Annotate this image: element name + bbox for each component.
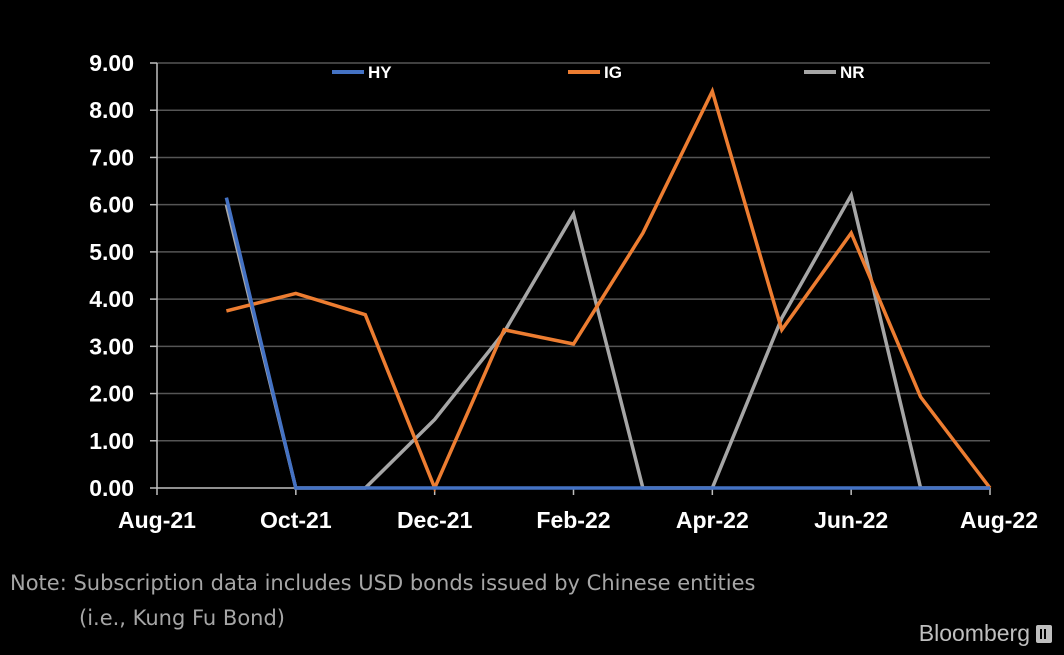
bloomberg-logo: Bloomberg bbox=[919, 620, 1052, 647]
note-line-2: (i.e., Kung Fu Bond) bbox=[79, 606, 286, 630]
y-tick-label: 8.00 bbox=[89, 97, 134, 123]
x-tick-label: Aug-21 bbox=[118, 507, 196, 533]
x-tick-label: Feb-22 bbox=[536, 507, 610, 533]
series-lines bbox=[224, 86, 992, 493]
gridlines bbox=[157, 62, 990, 442]
brand-name: Bloomberg bbox=[918, 620, 1030, 646]
axes: 0.00 1.00 2.00 3.00 4.00 5.00 6.00 7.00 8.00 9.00… bbox=[89, 50, 1038, 533]
bloomberg-terminal-icon bbox=[1036, 624, 1052, 643]
chart-note: Note: Subscription data includes USD bon… bbox=[10, 566, 755, 636]
note-line-1: Note: Subscription data includes USD bon… bbox=[10, 571, 756, 595]
y-tick-label: 0.00 bbox=[89, 475, 134, 501]
y-tick-label: 6.00 bbox=[89, 192, 134, 218]
y-tick-label: 5.00 bbox=[89, 239, 134, 265]
legend-label-hy: HY bbox=[368, 63, 392, 82]
y-tick-label: 3.00 bbox=[89, 333, 134, 359]
y-tick-label: 4.00 bbox=[89, 286, 134, 312]
series-line-nr bbox=[224, 190, 990, 490]
x-tick-label: Aug-22 bbox=[960, 507, 1038, 533]
x-tick-label: Apr-22 bbox=[676, 507, 749, 533]
y-tick-label: 2.00 bbox=[89, 381, 134, 407]
x-tick-label: Oct-21 bbox=[260, 507, 332, 533]
y-tick-label: 7.00 bbox=[89, 144, 134, 170]
legend-label-nr: NR bbox=[840, 63, 865, 82]
x-tick-label: Dec-21 bbox=[397, 507, 473, 533]
series-line-hy bbox=[224, 197, 990, 490]
x-tick-label: Jun-22 bbox=[814, 507, 888, 533]
series-line-ig bbox=[225, 86, 992, 493]
legend: HY IG NR bbox=[332, 63, 865, 82]
y-tick-label: 9.00 bbox=[89, 50, 134, 76]
legend-label-ig: IG bbox=[604, 63, 622, 82]
y-tick-label: 1.00 bbox=[89, 428, 134, 454]
line-chart: 0.00 1.00 2.00 3.00 4.00 5.00 6.00 7.00 8.00 9.00… bbox=[89, 50, 1038, 533]
